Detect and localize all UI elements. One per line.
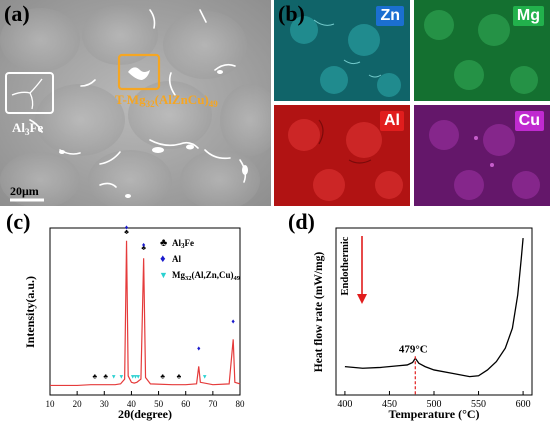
xrd-x-tick-label: 70	[208, 399, 218, 409]
sem-micrograph: 20μm T-Mg32(AlZnCu)49 Al3Fe	[0, 0, 271, 206]
legend-marker-al: ♦	[160, 253, 166, 265]
dsc-x-axis-label: Temperature (°C)	[388, 407, 479, 421]
xrd-x-tick-label: 20	[73, 399, 83, 409]
dsc-x-tick-label: 500	[427, 399, 442, 410]
panel-b-letter: (b)	[278, 1, 305, 26]
xrd-peak-marker-mg32: ▼	[133, 375, 139, 381]
legend-marker-al3fe: ♣	[160, 237, 167, 249]
dsc-x-tick-label: 400	[337, 399, 352, 410]
map-label-cu: Cu	[514, 111, 544, 131]
xrd-peak-marker-mg32: ▼	[111, 375, 117, 381]
xrd-peak-marker-al: ♦	[231, 317, 235, 325]
xrd-peak-marker-al3fe: ♣	[141, 244, 146, 252]
eds-maps-panel: Zn Mg Al Cu (b)	[274, 0, 550, 206]
legend-marker-mg32: ▼	[159, 270, 168, 280]
t-phase-highlight-box	[117, 53, 161, 91]
xrd-peak-marker-al: ♦	[142, 241, 146, 249]
xrd-legend: ♣ Al3Fe ♦ Al ▼ Mg32(Al,Zn,Cu)49	[159, 237, 241, 282]
sem-micrograph-panel: 20μm T-Mg32(AlZnCu)49 Al3Fe (a)	[0, 0, 271, 206]
map-label-zn: Zn	[376, 6, 404, 26]
xrd-peak-marker-al3fe: ♣	[177, 373, 182, 381]
map-label-mg: Mg	[512, 6, 544, 26]
eds-map-mg: Mg	[414, 0, 550, 101]
xrd-peak-marker-al3fe: ♣	[124, 228, 129, 236]
dsc-479-annotation: 479°C	[399, 343, 428, 355]
eds-map-zn: Zn	[274, 0, 410, 101]
legend-label-al3fe: Al3Fe	[172, 238, 194, 250]
scale-bar-label: 20μm	[10, 184, 39, 198]
map-label-al: Al	[380, 111, 404, 131]
panel-c-letter: (c)	[6, 209, 31, 234]
legend-label-mg32: Mg32(Al,Zn,Cu)49	[172, 270, 241, 282]
xrd-x-tick-label: 50	[154, 399, 164, 409]
dsc-chart: 400 450 500 550 600 479°C Endothermic Temper…	[313, 227, 533, 421]
xrd-peak-marker-mg32: ▼	[135, 375, 141, 381]
xrd-x-tick-label: 80	[236, 399, 246, 409]
xrd-y-axis-label: Intensity(a.u.)	[23, 276, 37, 348]
xrd-peak-marker-al3fe: ♣	[160, 373, 165, 381]
xrd-x-tick-label: 10	[46, 399, 56, 409]
xrd-peak-marker-al: ♦	[125, 224, 129, 232]
t-phase-label: T-Mg32(AlZnCu)49	[115, 92, 218, 109]
endothermic-label: Endothermic	[340, 236, 351, 295]
xrd-x-tick-label: 60	[181, 399, 191, 409]
eds-map-al: Al	[274, 105, 410, 206]
endothermic-arrow-head	[357, 294, 367, 304]
xrd-x-tick-label: 40	[127, 399, 137, 409]
xrd-peak-marker-mg32: ▼	[118, 375, 124, 381]
xrd-plot-frame	[49, 227, 241, 396]
xrd-series-line	[50, 240, 241, 387]
xrd-peak-marker-mg32: ▼	[130, 375, 136, 381]
panel-d-letter: (d)	[288, 209, 315, 234]
legend-label-al: Al	[172, 254, 181, 264]
dsc-series-line	[344, 237, 524, 378]
xrd-peak-marker-al3fe: ♣	[92, 373, 97, 381]
dsc-y-axis-label: Heat flow rate (mW/mg)	[313, 252, 325, 373]
dsc-x-tick-label: 600	[516, 399, 531, 410]
dsc-panel: 400 450 500 550 600 479°C Endothermic Temper…	[278, 208, 550, 423]
dsc-x-tick-label: 550	[471, 399, 486, 410]
xrd-x-axis-label: 2θ(degree)	[118, 407, 172, 421]
al3fe-label: Al3Fe	[12, 120, 43, 137]
xrd-chart: 10 20 30 40 50 60 70 80 ♣ ♣♣♣♣ ♣♦♦♦♦▼ ▼ ▼▼▼ ▼ 2θ(deg…	[23, 224, 246, 421]
xrd-peak-marker-al3fe: ♣	[103, 373, 108, 381]
xrd-x-tick-label: 30	[100, 399, 110, 409]
xrd-peak-marker-mg32: ▼	[202, 375, 208, 381]
xrd-peak-marker-al: ♦	[197, 344, 201, 352]
al3fe-highlight-box	[5, 72, 54, 114]
xrd-panel: 10 20 30 40 50 60 70 80 ♣ ♣ ♣ ♣ ♣ ♣ ♦ ♦ ♦ ♦ ▼ ▼ ▼ ▼ ▼ ▼ 2θ(deg…	[0, 208, 272, 423]
eds-map-cu: Cu	[414, 105, 550, 206]
panel-a-letter: (a)	[4, 1, 30, 26]
dsc-x-tick-label: 450	[382, 399, 397, 410]
